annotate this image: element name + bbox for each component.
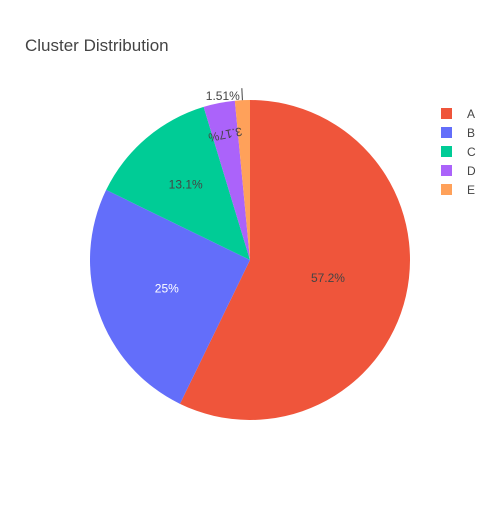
slice-label-e: 1.51% (206, 89, 240, 103)
pie-slices (90, 100, 410, 420)
legend-swatch-e (441, 184, 452, 195)
legend-label-e: E (467, 183, 475, 197)
slice-label-c: 13.1% (169, 177, 203, 191)
pie-slice-b[interactable] (90, 189, 250, 404)
slice-label-a: 57.2% (311, 271, 345, 285)
pie-slice-d[interactable] (203, 100, 250, 260)
legend-item-c[interactable]: C (441, 145, 476, 159)
legend-item-b[interactable]: B (441, 126, 475, 140)
pie-slice-labels: 57.2% 25% 13.1% 3.17% 1.51% (155, 88, 345, 296)
legend-item-a[interactable]: A (441, 107, 475, 121)
pie-slice-c[interactable] (106, 106, 250, 260)
slice-label-b: 25% (155, 282, 179, 296)
legend-label-b: B (467, 126, 475, 140)
legend-item-e[interactable]: E (441, 183, 475, 197)
slice-label-d: 3.17% (207, 124, 243, 144)
legend-label-d: D (467, 164, 476, 178)
legend-label-a: A (467, 107, 475, 121)
chart-title: Cluster Distribution (25, 36, 169, 55)
legend-item-d[interactable]: D (441, 164, 476, 178)
legend-swatch-d (441, 165, 452, 176)
legend-label-c: C (467, 145, 476, 159)
legend-swatch-b (441, 127, 452, 138)
legend-swatch-c (441, 146, 452, 157)
pie-slice-a[interactable] (179, 100, 410, 420)
pie-slice-e[interactable] (234, 100, 250, 260)
slice-leader-line-e (241, 88, 243, 101)
legend-swatch-a (441, 108, 452, 119)
